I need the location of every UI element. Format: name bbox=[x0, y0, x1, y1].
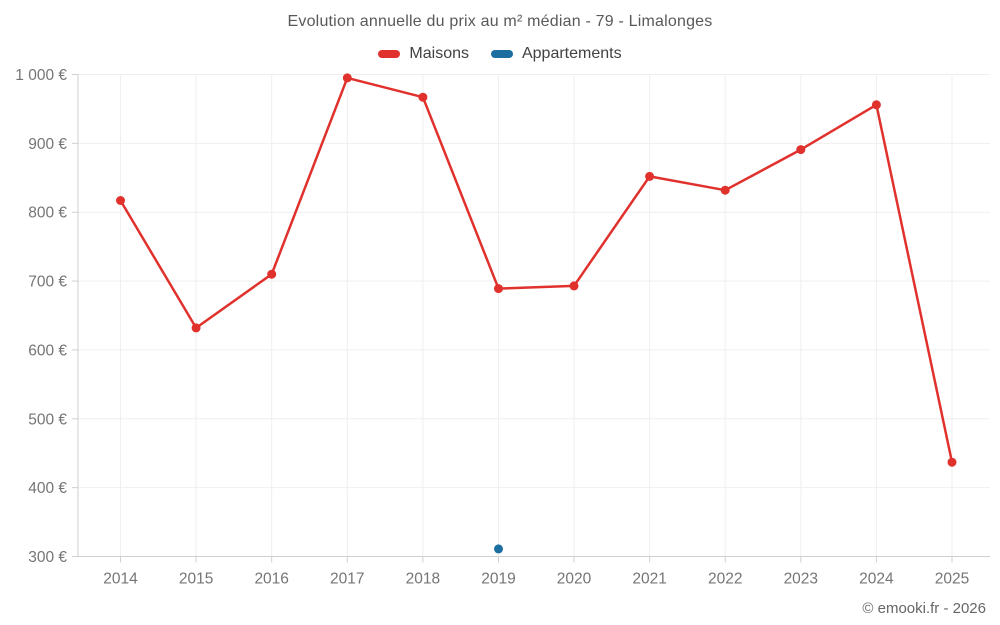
x-tick-label: 2024 bbox=[859, 571, 894, 588]
data-point-maisons-2019[interactable] bbox=[494, 284, 503, 294]
x-tick-label: 2020 bbox=[557, 571, 592, 588]
data-point-maisons-2024[interactable] bbox=[871, 100, 881, 110]
data-point-maisons-2021[interactable] bbox=[645, 171, 655, 181]
maisons-legend-swatch-icon bbox=[378, 50, 401, 58]
x-tick-label: 2019 bbox=[481, 571, 515, 588]
series-line-maisons bbox=[119, 76, 954, 464]
x-tick-label: 2018 bbox=[406, 571, 440, 588]
x-tick-label: 2021 bbox=[632, 571, 666, 588]
y-tick-label: 400 € bbox=[28, 480, 67, 497]
x-tick-label: 2025 bbox=[935, 571, 969, 588]
x-tick-label: 2017 bbox=[330, 571, 364, 588]
y-tick-label: 600 € bbox=[28, 342, 67, 359]
data-point-appartements-2019[interactable] bbox=[494, 544, 503, 554]
data-point-maisons-2017[interactable] bbox=[342, 73, 352, 83]
chart-legend: Maisons Appartements bbox=[0, 45, 1000, 63]
y-tick-label: 700 € bbox=[28, 274, 67, 291]
copyright-footer: © emooki.fr - 2026 bbox=[862, 600, 986, 617]
x-tick-label: 2014 bbox=[103, 571, 138, 588]
y-tick-label: 1 000 € bbox=[15, 67, 67, 84]
y-tick-label: 800 € bbox=[28, 205, 67, 222]
legend-item-appartements[interactable]: Appartements bbox=[490, 45, 622, 63]
x-tick-label: 2022 bbox=[708, 571, 742, 588]
data-point-maisons-2014[interactable] bbox=[116, 196, 125, 205]
data-point-maisons-2018[interactable] bbox=[418, 92, 428, 102]
chart-title: Evolution annuelle du prix au m² médian … bbox=[287, 13, 713, 30]
legend-label-maisons: Maisons bbox=[409, 45, 469, 62]
legend-label-appartements: Appartements bbox=[521, 45, 622, 62]
data-point-maisons-2023[interactable] bbox=[796, 145, 806, 155]
legend-item-maisons[interactable]: Maisons bbox=[378, 45, 469, 63]
data-point-maisons-2016[interactable] bbox=[267, 269, 277, 279]
x-tick-label: 2023 bbox=[784, 571, 818, 588]
y-tick-label: 500 € bbox=[28, 411, 67, 428]
data-point-maisons-2015[interactable] bbox=[191, 323, 201, 333]
data-point-maisons-2022[interactable] bbox=[720, 185, 730, 195]
x-tick-label: 2016 bbox=[254, 571, 288, 588]
y-tick-label: 300 € bbox=[28, 549, 67, 566]
x-tick-label: 2015 bbox=[179, 571, 213, 588]
appartements-legend-swatch-icon bbox=[490, 50, 513, 58]
data-point-maisons-2020[interactable] bbox=[569, 281, 579, 291]
y-tick-label: 900 € bbox=[28, 136, 67, 153]
data-point-maisons-2025[interactable] bbox=[947, 457, 957, 467]
